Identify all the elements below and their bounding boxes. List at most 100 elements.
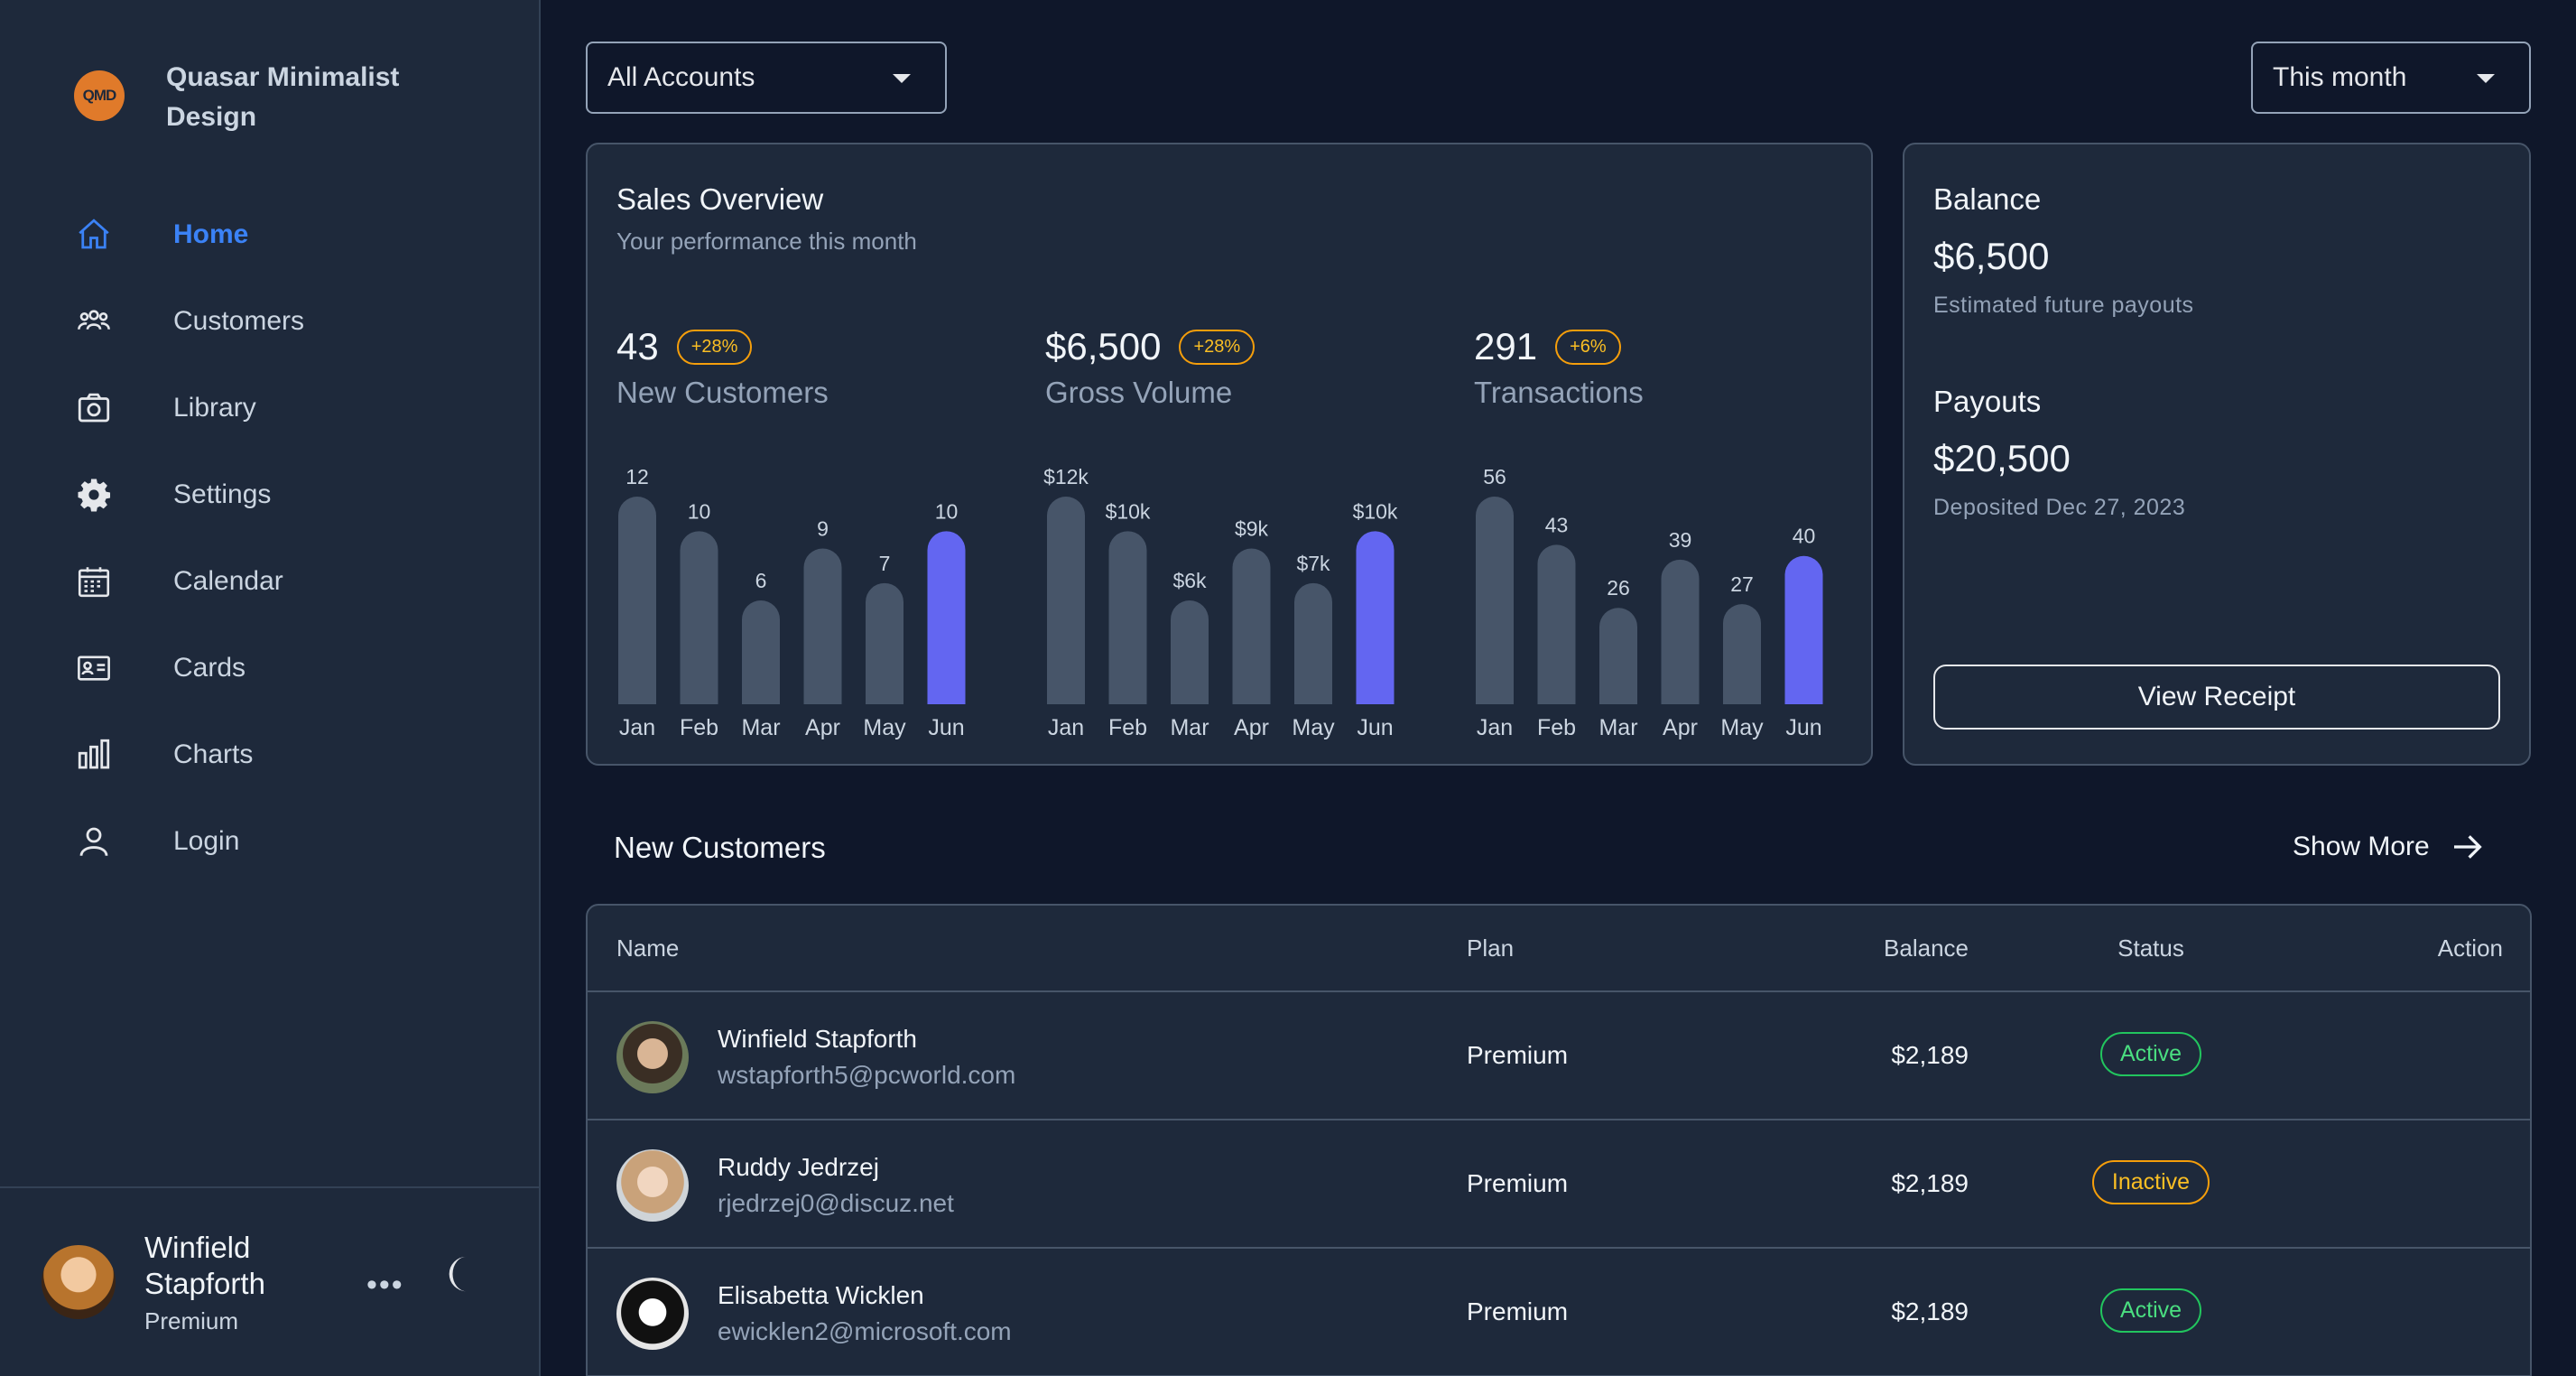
chart-data-label: 40	[1793, 525, 1816, 548]
column-header-status[interactable]: Status	[2117, 934, 2184, 962]
bar-chart-icon	[74, 735, 114, 775]
status-badge: Active	[2099, 1032, 2202, 1076]
chart-bar-may[interactable]	[1294, 582, 1332, 704]
customers-icon	[74, 302, 114, 341]
balance-label: Balance	[1933, 182, 2042, 216]
sidebar-item-label: Library	[173, 393, 256, 423]
chart-bar-jan[interactable]	[1476, 497, 1514, 704]
stat-badge: +28%	[1179, 329, 1256, 365]
sidebar-item-customers[interactable]: Customers	[0, 278, 539, 365]
user-plan: Premium	[144, 1306, 239, 1334]
column-header-plan[interactable]: Plan	[1467, 934, 1515, 962]
account-select[interactable]: All Accounts	[586, 42, 947, 114]
sidebar-item-home[interactable]: Home	[0, 191, 539, 278]
avatar	[42, 1245, 116, 1319]
table-header: Name Plan Balance Status Action	[588, 906, 2530, 992]
stat-badge: +28%	[676, 329, 753, 365]
chart-data-label: 7	[879, 552, 891, 575]
chart-tick-label: Jan	[619, 715, 655, 740]
chart-tick-label: Jun	[1357, 715, 1393, 740]
sidebar-item-charts[interactable]: Charts	[0, 711, 539, 798]
show-more-button[interactable]: Show More	[2293, 829, 2486, 865]
payouts-label: Payouts	[1933, 385, 2042, 418]
chart-tick-label: Apr	[805, 715, 840, 740]
home-icon	[74, 215, 114, 255]
sidebar-item-label: Customers	[173, 306, 305, 336]
chart-data-label: 56	[1483, 465, 1506, 488]
chart-bar-feb[interactable]	[1537, 544, 1576, 704]
customer-name: Winfield Stapforth	[718, 1025, 917, 1053]
table-row[interactable]: Ruddy Jedrzej rjedrzej0@discuz.net Premi…	[588, 1120, 2530, 1249]
calendar-icon	[74, 562, 114, 601]
chart-bar-jun[interactable]	[927, 531, 966, 704]
customer-name: Elisabetta Wicklen	[718, 1281, 924, 1309]
sidebar-item-login[interactable]: Login	[0, 798, 539, 885]
view-receipt-button[interactable]: View Receipt	[1933, 665, 2500, 730]
sidebar-item-label: Login	[173, 826, 240, 856]
table-row[interactable]: Winfield Stapforth wstapforth5@pcworld.c…	[588, 992, 2530, 1120]
column-header-name[interactable]: Name	[616, 934, 680, 962]
sidebar-item-calendar[interactable]: Calendar	[0, 538, 539, 625]
customer-plan: Premium	[1467, 1041, 1569, 1069]
chart-data-label: 39	[1669, 528, 1692, 552]
column-header-action: Action	[2437, 934, 2503, 962]
card-title: Sales Overview	[616, 182, 824, 216]
stat-new-customers: 43 +28% New Customers	[616, 325, 1014, 410]
column-header-balance[interactable]: Balance	[1884, 934, 1969, 962]
new-customers-chart: 12 Jan 10 Feb 6 Mar 9 Apr 7 May 10 Jun	[618, 465, 966, 740]
chart-tick-label: May	[863, 715, 906, 740]
customer-balance: $2,189	[1891, 1169, 1969, 1197]
table-row[interactable]: Elisabetta Wicklen ewicklen2@microsoft.c…	[588, 1249, 2530, 1376]
chart-bar-jan[interactable]	[618, 497, 656, 704]
chart-bar-jun[interactable]	[1784, 555, 1823, 704]
period-select-value: This month	[2273, 62, 2407, 92]
sidebar-item-library[interactable]: Library	[0, 365, 539, 451]
chart-tick-label: Jan	[1477, 715, 1513, 740]
stat-value: 291	[1474, 325, 1538, 367]
chart-bar-apr[interactable]	[803, 548, 842, 705]
avatar	[616, 1021, 689, 1093]
period-select[interactable]: This month	[2251, 42, 2531, 114]
chart-bar-may[interactable]	[1723, 604, 1761, 704]
chart-tick-label: Feb	[680, 715, 718, 740]
user-info: Winfield Stapforth Premium	[144, 1230, 361, 1335]
sales-overview-card: Sales Overview Your performance this mon…	[586, 143, 1873, 766]
chart-bar-may[interactable]	[866, 582, 903, 704]
chart-bar-feb[interactable]	[1108, 531, 1147, 704]
transactions-chart: 56 Jan 43 Feb 26 Mar 39 Apr 27 May 40 Jun	[1476, 465, 1823, 740]
sidebar-item-label: Settings	[173, 479, 272, 509]
arrow-right-icon	[2453, 835, 2482, 859]
gross-volume-chart: $12k Jan $10k Feb $6k Mar $9k Apr $7k May $10k Jun	[1043, 465, 1398, 740]
sidebar-item-settings[interactable]: Settings	[0, 451, 539, 538]
stat-gross-volume: $6,500 +28% Gross Volume	[1045, 325, 1442, 410]
avatar	[616, 1278, 689, 1350]
chart-data-label: 43	[1545, 513, 1569, 536]
chart-bar-mar[interactable]	[742, 600, 780, 704]
balance-value: $6,500	[1933, 235, 2050, 277]
chart-tick-label: Jun	[928, 715, 964, 740]
moon-icon[interactable]	[442, 1253, 484, 1295]
sidebar-item-cards[interactable]: Cards	[0, 625, 539, 711]
chart-tick-label: Apr	[1234, 715, 1269, 740]
card-subtitle: Your performance this month	[616, 228, 917, 255]
chart-bar-apr[interactable]	[1232, 548, 1271, 705]
chart-bar-jan[interactable]	[1047, 497, 1085, 704]
status-badge: Inactive	[2091, 1160, 2210, 1204]
chart-bar-feb[interactable]	[680, 531, 718, 704]
chart-bar-mar[interactable]	[1599, 608, 1637, 704]
chart-bar-jun[interactable]	[1356, 531, 1395, 704]
chevron-down-icon	[893, 74, 911, 83]
more-options-icon[interactable]: •••	[366, 1268, 404, 1302]
sidebar-divider	[0, 1186, 539, 1188]
chart-data-label: 10	[688, 499, 711, 523]
chart-bar-apr[interactable]	[1661, 559, 1700, 704]
chart-tick-label: May	[1720, 715, 1764, 740]
chart-data-label: $7k	[1296, 552, 1330, 575]
user-profile[interactable]: Winfield Stapforth Premium •••	[42, 1228, 511, 1336]
brand[interactable]: QMD Quasar Minimalist Design	[74, 58, 437, 137]
customer-email: rjedrzej0@discuz.net	[718, 1189, 954, 1217]
customers-table: Name Plan Balance Status Action Winfield…	[586, 904, 2532, 1376]
camera-icon	[74, 388, 114, 428]
status-badge: Active	[2099, 1288, 2202, 1333]
chart-bar-mar[interactable]	[1171, 600, 1209, 704]
